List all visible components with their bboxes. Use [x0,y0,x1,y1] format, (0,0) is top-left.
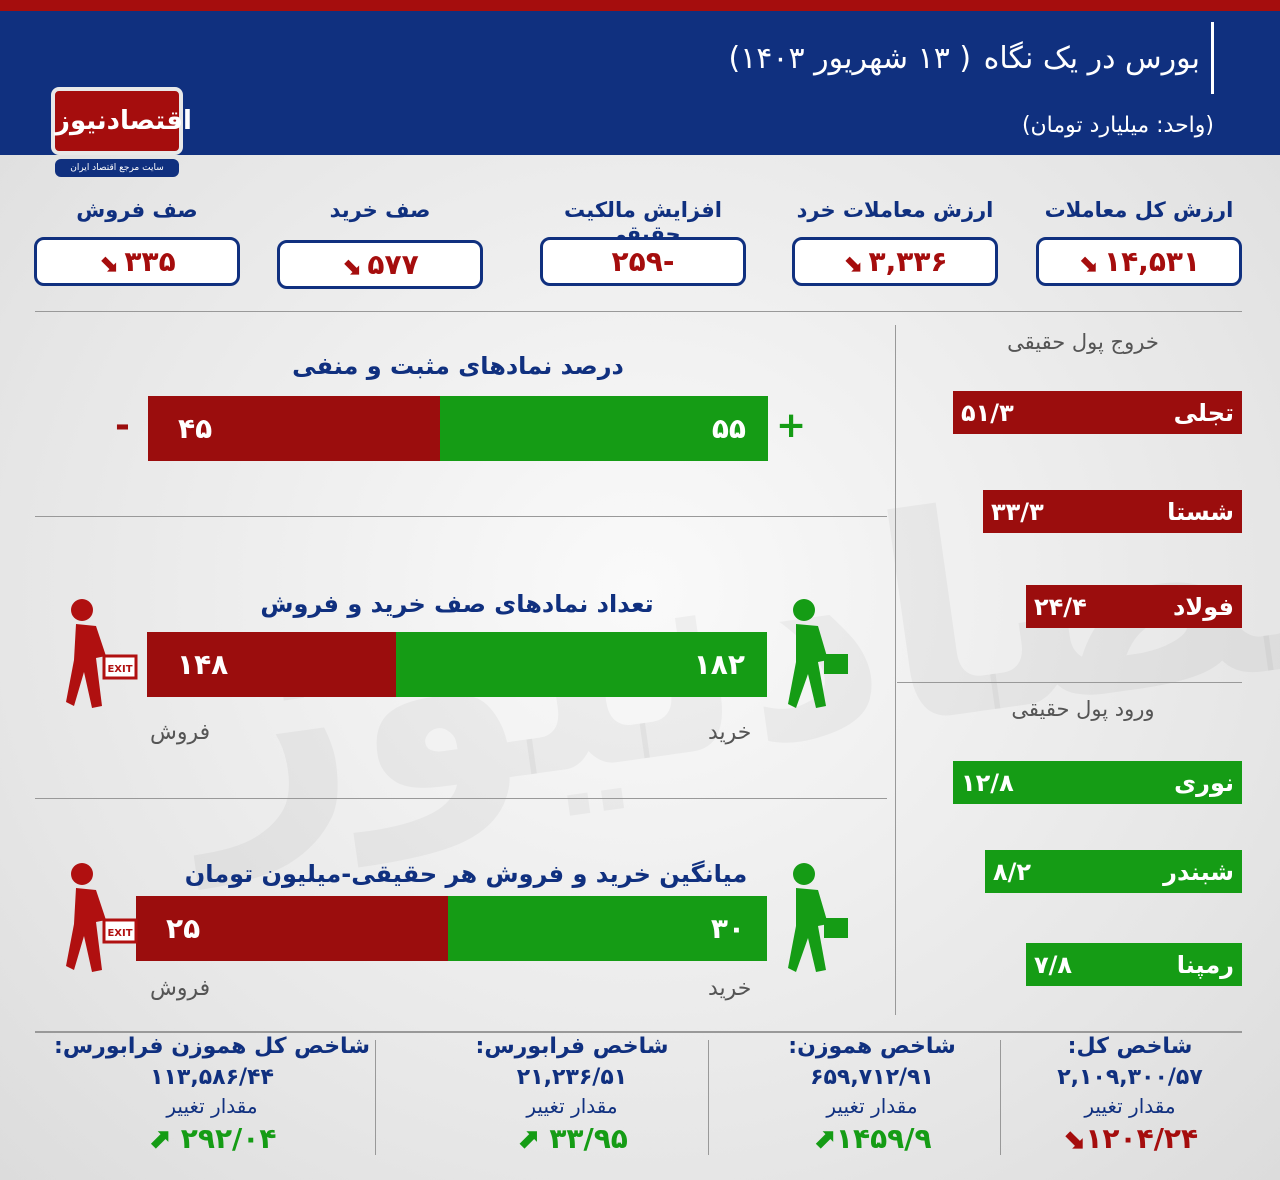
buyer-icon [788,599,848,708]
inflow-item: ۱۲/۸ نوری [953,761,1242,804]
arrow-down-icon: ⬊ [341,252,362,280]
date: ( ۱۳ شهریور ۱۴۰۳) [728,41,972,76]
kpi-total-value: ۱۴,۵۳۱⬊ [1036,237,1242,286]
divider [1000,1040,1001,1155]
divider [35,311,1242,312]
symbols-pct-bar: ۴۵ ۵۵ [148,396,768,461]
index-farabourse-equal-weight: شاخص کل هموزن فرابورس: ۱۱۳,۵۸۶/۴۴ مقدار تغ… [54,1034,370,1155]
kpi-buy-queue-value: ۵۷۷⬊ [277,240,483,289]
outflow-title: خروج پول حقیقی [1007,330,1159,354]
seller-exit-icon: EXIT [66,863,138,972]
outflow-item: ۳۳/۳ شستا [983,490,1242,533]
unit-label: (واحد: میلیارد تومان) [1021,113,1214,138]
buy-segment: ۱۸۲ [396,632,767,697]
arrow-up-icon: ⬈ [812,1122,836,1155]
sell-segment: ۲۵ [136,896,448,961]
kpi-ownership-value: -۲۵۹ [540,237,746,286]
divider [708,1040,709,1155]
index-total: شاخص کل: ۲,۱۰۹,۳۰۰/۵۷ مقدار تغییر ۱۲۰۴/۲۴⬊ [1057,1034,1203,1155]
sell-segment: ۱۴۸ [147,632,396,697]
avg-bar: ۲۵ ۳۰ [136,896,767,961]
arrow-up-icon: ⬈ [516,1122,540,1155]
kpi-label: صف خرید [329,198,431,222]
index-farabourse: شاخص فرابورس: ۲۱,۲۳۶/۵۱ مقدار تغییر ۳۳/۹۵ … [475,1034,669,1155]
logo: اقتصادنیوز سایت مرجع اقتصاد ایران [51,87,192,179]
exit-sign-text: EXIT [107,664,132,675]
positive-segment: ۵۵ [440,396,768,461]
sell-label: فروش [150,976,211,1001]
negative-segment: ۴۵ [148,396,440,461]
arrow-down-icon: ⬊ [1077,249,1098,277]
arrow-down-icon: ⬊ [98,249,119,277]
buy-label: خرید [708,976,752,1001]
minus-sign: - [115,405,130,446]
title-divider [1211,22,1214,94]
outflow-item: ۲۴/۴ فولاد [1026,585,1242,628]
inflow-item: ۷/۸ رمپنا [1026,943,1242,986]
header-banner [0,11,1280,155]
plus-sign: + [776,405,807,446]
arrow-down-icon: ⬊ [1061,1122,1086,1155]
kpi-label: صف فروش [76,198,198,222]
divider [35,798,887,799]
queues-bar: ۱۴۸ ۱۸۲ [147,632,767,697]
outflow-item: ۵۱/۳ تجلی [953,391,1242,434]
divider [897,682,1242,683]
arrow-up-icon: ⬈ [147,1122,172,1155]
arrow-down-icon: ⬊ [842,249,863,277]
symbols-pct-title: درصد نمادهای مثبت و منفی [292,352,624,380]
avg-title: میانگین خرید و فروش هر حقیقی-میلیون توما… [184,860,748,888]
kpi-label: ارزش کل معاملات [1044,198,1234,222]
exit-sign-text: EXIT [107,928,132,939]
index-equal-weight: شاخص هموزن: ۶۵۹,۷۱۲/۹۱ مقدار تغییر ۱۴۵۹/۹⬈ [788,1034,956,1155]
buy-label: خرید [708,720,752,745]
seller-exit-icon: EXIT [66,599,138,708]
inflow-item: ۸/۲ شبندر [985,850,1242,893]
top-strip [0,0,1280,11]
page-title: بورس در یک نگاه ( ۱۳ شهریور ۱۴۰۳) [728,41,1200,76]
sell-label: فروش [150,720,211,745]
inflow-title: ورود پول حقیقی [1011,697,1155,721]
divider [35,1031,1242,1033]
divider [895,325,896,1015]
buy-segment: ۳۰ [448,896,767,961]
kpi-sell-queue-value: ۳۳۵⬊ [34,237,240,286]
queues-title: تعداد نمادهای صف خرید و فروش [260,590,654,618]
kpi-label: افزایش مالکیت حقیقی [564,198,722,246]
kpi-retail-value: ۳,۳۳۶⬊ [792,237,998,286]
buyer-icon [788,863,848,972]
divider [35,516,887,517]
kpi-label: ارزش معاملات خرد [796,198,994,222]
divider [375,1040,376,1155]
